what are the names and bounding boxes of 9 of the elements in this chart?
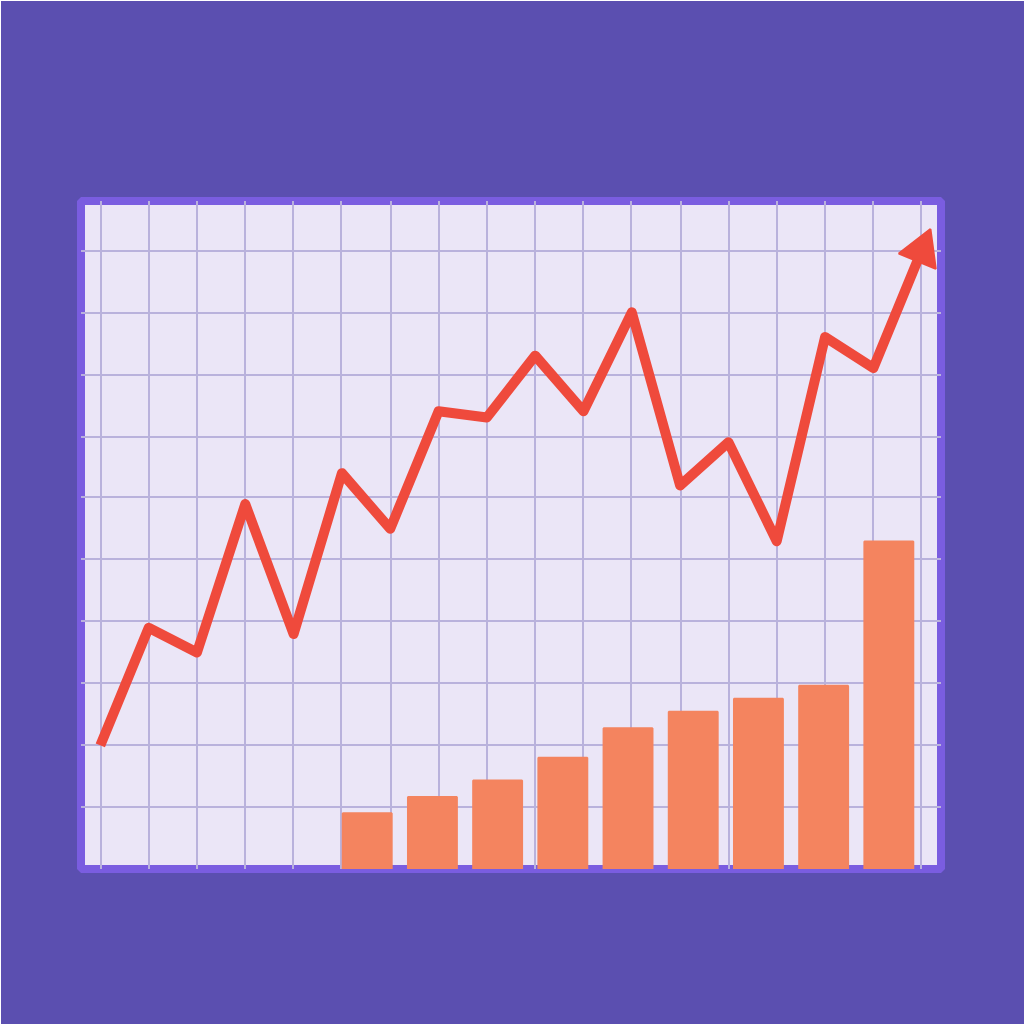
bar bbox=[798, 684, 850, 869]
bar bbox=[863, 540, 915, 869]
bar bbox=[732, 697, 784, 869]
bar bbox=[472, 779, 524, 869]
bar bbox=[667, 710, 719, 869]
bar bbox=[537, 756, 589, 869]
bar bbox=[341, 812, 393, 869]
bar bbox=[602, 727, 654, 869]
bar bbox=[406, 795, 458, 869]
